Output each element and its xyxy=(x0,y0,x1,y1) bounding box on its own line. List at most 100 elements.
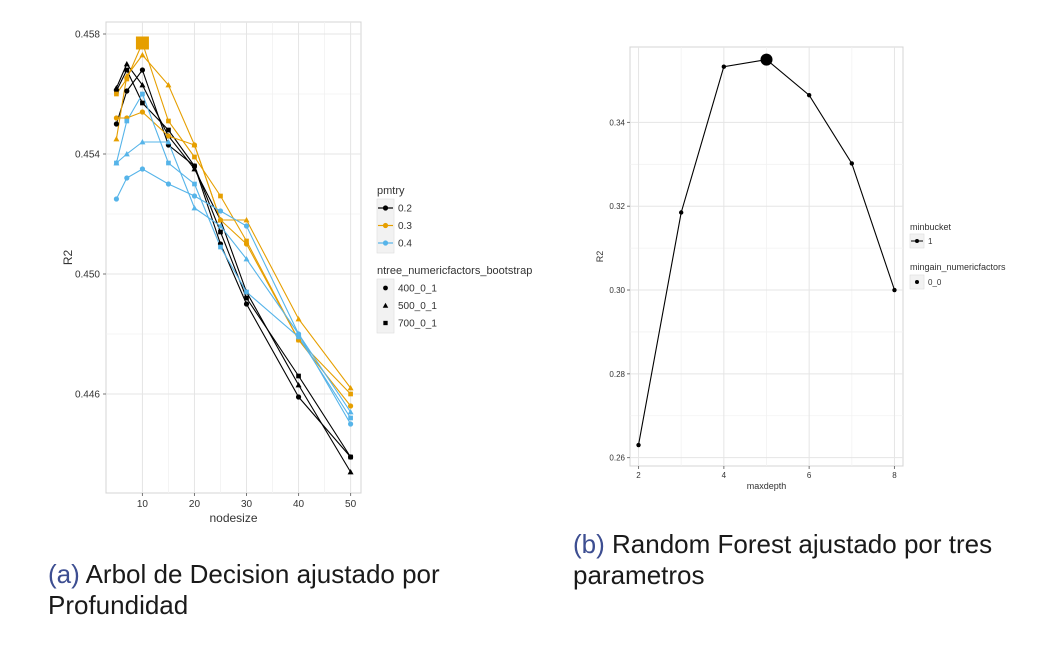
chart-a-shape-legend-label: 500_0_1 xyxy=(398,301,437,312)
chart-b-y-tick-label: 0.34 xyxy=(609,118,625,127)
chart-b-x-axis-label: maxdepth xyxy=(747,481,787,491)
chart-b-legend-minbucket-key-point xyxy=(915,239,919,243)
chart-a-x-tick-label: 20 xyxy=(189,499,201,510)
chart-a-shape-legend-label: 400_0_1 xyxy=(398,284,437,295)
chart-a-data-point xyxy=(124,67,130,73)
chart-b-highlight-point xyxy=(760,53,773,66)
chart-a-y-tick-label: 0.446 xyxy=(75,390,100,401)
chart-b-x-tick-label: 6 xyxy=(807,471,812,480)
chart-a-data-point xyxy=(295,316,302,322)
chart-a-data-point xyxy=(166,127,171,133)
chart-b-y-axis-label: R2 xyxy=(595,251,605,263)
chart-a-x-axis-label: nodesize xyxy=(209,511,257,525)
chart-a-data-point xyxy=(114,88,119,94)
chart-a-data-point xyxy=(113,136,120,142)
chart-a-data-point xyxy=(191,142,198,148)
chart-a-data-point xyxy=(113,121,120,127)
chart-a-data-point xyxy=(124,76,130,82)
chart-a-data-point xyxy=(347,469,354,475)
chart-b-y-tick-label: 0.28 xyxy=(609,370,625,379)
caption-b-letter: (b) xyxy=(573,529,605,559)
chart-a-data-point xyxy=(191,193,198,199)
chart-b-x-tick-label: 4 xyxy=(722,471,727,480)
chart-a-data-point xyxy=(217,208,224,214)
chart-a-data-point xyxy=(192,181,197,187)
chart-b-data-point xyxy=(892,287,897,293)
chart-b-data-point xyxy=(806,92,812,98)
chart-a-x-tick-label: 50 xyxy=(345,499,357,510)
chart-b-data-points xyxy=(636,53,897,448)
chart-a-y-ticks: 0.446 0.450 0.454 0.458 xyxy=(75,30,106,401)
chart-a-data-point xyxy=(295,394,302,400)
chart-b-data-point xyxy=(636,442,641,448)
chart-a-data-point xyxy=(244,238,249,244)
chart-a-color-legend-title: pmtry xyxy=(377,185,405,197)
chart-a-y-axis-label: R2 xyxy=(61,250,75,266)
chart-a-legend: pmtry 0.2 0.3 0.4 ntree_numericfactors_boots… xyxy=(376,185,532,334)
chart-a-data-point xyxy=(347,409,354,415)
chart-a-data-point xyxy=(218,193,223,199)
chart-a-data-point xyxy=(192,154,197,160)
chart-a-y-tick-label: 0.454 xyxy=(75,150,100,161)
chart-a-data-point xyxy=(243,256,250,262)
chart-a-data-point xyxy=(165,82,172,88)
chart-a-data-point xyxy=(191,166,198,172)
chart-a-data-point xyxy=(243,217,250,223)
caption-a: (a) Arbol de Decision ajustado por Profu… xyxy=(48,559,528,621)
chart-a-shape-legend-key-point xyxy=(383,285,388,291)
chart-a-data-point xyxy=(139,139,146,145)
chart-a-data-point xyxy=(243,301,250,307)
chart-a-data-point xyxy=(139,82,146,88)
chart-a-data-point xyxy=(165,139,172,145)
caption-a-letter: (a) xyxy=(48,559,80,589)
chart-a-data-point xyxy=(140,100,145,106)
chart-a-data-point xyxy=(139,109,146,115)
chart-a-data-point xyxy=(113,196,120,202)
chart-a-shape-legend-key-point xyxy=(383,320,388,326)
chart-a-shape-legend-key-point xyxy=(382,302,389,308)
chart-a-color-legend-key-point xyxy=(382,240,389,246)
chart-a-highlight-point xyxy=(135,36,149,50)
chart-a-data-point xyxy=(165,133,172,139)
chart-a-data-point xyxy=(217,217,224,223)
chart-a-data-point xyxy=(139,166,146,172)
chart-b-data-point xyxy=(849,161,855,166)
chart-a-data-point xyxy=(114,160,119,166)
chart-a-color-legend-label: 0.3 xyxy=(398,221,412,232)
chart-a-shape-legend-label: 700_0_1 xyxy=(398,319,437,330)
caption-b: (b) Random Forest ajustado por tres para… xyxy=(573,529,1033,591)
chart-a-x-tick-label: 40 xyxy=(293,499,305,510)
chart-a-data-point xyxy=(139,52,146,58)
chart-a-data-point xyxy=(123,151,130,157)
chart-a-shape-legend-title: ntree_numericfactors_bootstrap xyxy=(377,265,532,277)
chart-a-data-points xyxy=(113,36,354,475)
chart-b-x-tick-label: 8 xyxy=(892,471,897,480)
chart-a-data-point xyxy=(140,91,145,97)
chart-b-legend-mingain-label: 0_0 xyxy=(928,278,942,287)
chart-a-y-tick-label: 0.458 xyxy=(75,30,100,41)
chart-a-data-point xyxy=(296,334,301,340)
chart-a-data-point xyxy=(244,295,249,301)
chart-a-data-point xyxy=(295,382,302,388)
chart-a-data-point xyxy=(124,175,130,181)
chart-a-decision-tree: 10 20 30 40 50 0.446 0.450 0.454 0.458 nodesize… xyxy=(61,21,532,525)
chart-b-legend-mingain-title: mingain_numericfactors xyxy=(910,262,1006,272)
chart-a-data-point xyxy=(348,415,353,421)
chart-b-legend-minbucket-label: 1 xyxy=(928,237,933,246)
chart-a-x-tick-label: 10 xyxy=(137,499,149,510)
chart-a-data-point xyxy=(139,67,146,73)
chart-b-legend-mingain-key-point xyxy=(915,280,919,284)
chart-b-y-tick-label: 0.26 xyxy=(609,454,625,463)
chart-a-data-point xyxy=(166,160,171,166)
chart-a-data-point xyxy=(114,91,119,97)
chart-a-color-legend-label: 0.2 xyxy=(398,204,412,215)
chart-a-data-point xyxy=(124,88,130,94)
chart-a-x-ticks: 10 20 30 40 50 xyxy=(137,493,357,510)
chart-a-data-point xyxy=(243,223,250,229)
chart-b-data-point xyxy=(721,64,727,69)
chart-b-y-ticks: 0.26 0.28 0.30 0.32 0.34 xyxy=(609,118,630,463)
chart-a-x-tick-label: 30 xyxy=(241,499,253,510)
chart-a-data-point xyxy=(347,403,354,409)
chart-b-y-tick-label: 0.32 xyxy=(609,202,625,211)
